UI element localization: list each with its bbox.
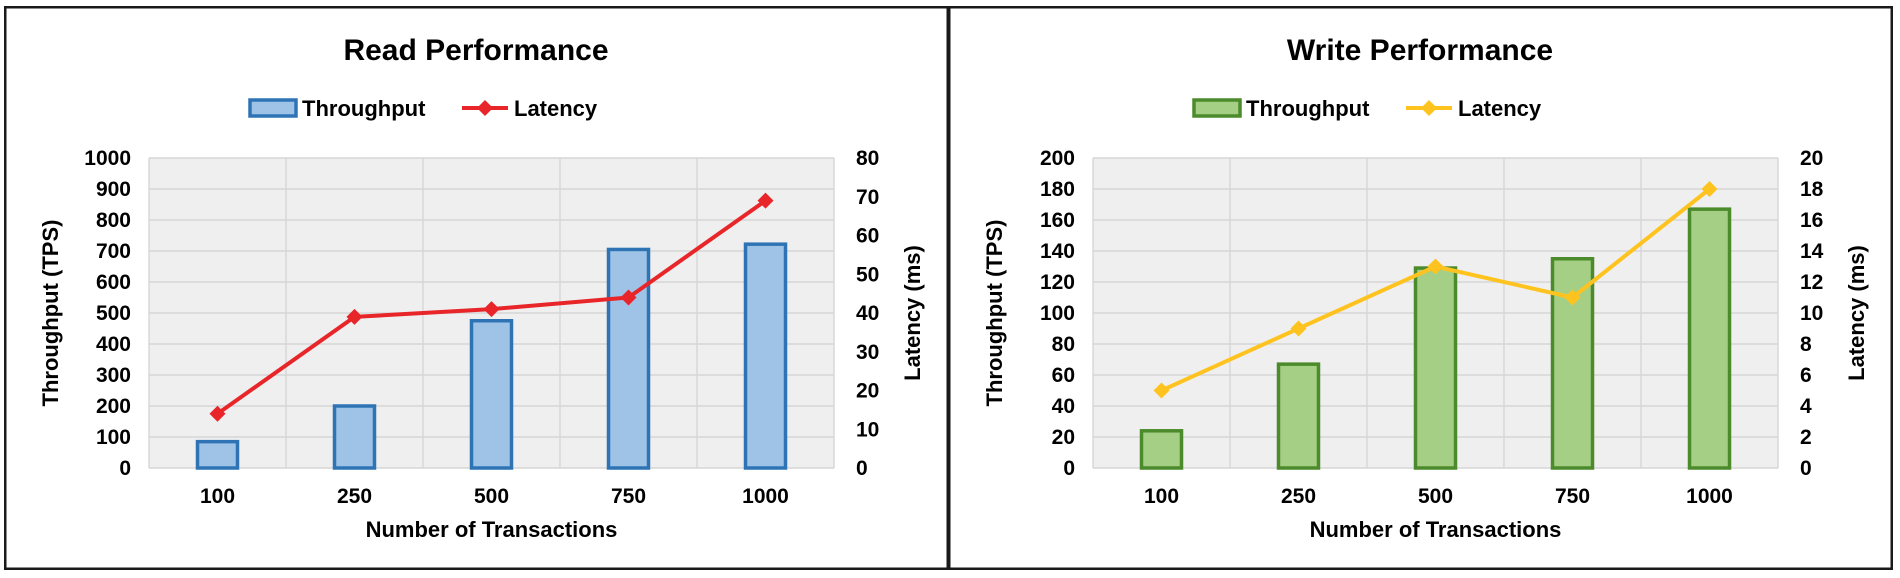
x-tick-label: 100 [200,485,235,508]
y2-tick-label: 6 [1800,364,1812,387]
y-tick-label: 180 [1040,178,1075,201]
latency-marker [1153,382,1170,399]
y2-tick-label: 4 [1800,395,1812,418]
y2-tick-label: 30 [856,341,879,364]
y-axis-label: Throughput (TPS) [982,220,1007,407]
legend: Throughput Latency [248,96,598,121]
y2-tick-label: 70 [856,186,879,209]
legend: Throughput Latency [1192,96,1542,121]
latency-marker [1427,258,1444,275]
y2-tick-label: 60 [856,225,879,248]
latency-marker [757,192,774,209]
latency-marker [1564,289,1581,306]
latency-marker [346,308,363,325]
throughput-bar [606,247,651,470]
x-axis-label: Number of Transactions [1310,517,1562,542]
y2-tick-label: 14 [1800,240,1824,263]
y2-tick-label: 0 [1800,457,1812,480]
y2-tick-label: 12 [1800,271,1823,294]
throughput-bar [1413,266,1458,470]
throughput-bar [195,439,240,470]
y-tick-label: 20 [1052,426,1075,449]
throughput-bar [1687,207,1732,470]
y-tick-label: 1000 [84,147,131,170]
y2-axis-label: Latency (ms) [900,245,925,381]
y-tick-label: 200 [96,395,131,418]
latency-marker [209,405,226,422]
y-tick-label: 100 [96,426,131,449]
y2-tick-label: 10 [1800,302,1823,325]
legend-throughput-label: Throughput [302,96,426,121]
x-tick-label: 1000 [742,485,789,508]
y-tick-label: 800 [96,209,131,232]
y2-tick-label: 80 [856,147,879,170]
x-axis-label: Number of Transactions [366,517,618,542]
y-tick-label: 100 [1040,302,1075,325]
y-tick-label: 200 [1040,147,1075,170]
read-performance-chart: 0 100 200 300 400 500 600 700 800 900 1000 0 10 20 30 4… [4,6,949,570]
y2-tick-label: 50 [856,263,879,286]
y2-tick-label: 8 [1800,333,1812,356]
x-tick-label: 250 [337,485,372,508]
y-tick-label: 300 [96,364,131,387]
legend-throughput-swatch [1192,98,1242,118]
read-performance-svg: 0 100 200 300 400 500 600 700 800 900 1000 0 10 20 30 4… [4,6,949,570]
y2-tick-label: 20 [1800,147,1823,170]
legend-latency-label: Latency [514,96,598,121]
throughput-bar [1139,429,1184,470]
y-tick-label: 700 [96,240,131,263]
latency-marker [620,289,637,306]
y2-tick-label: 40 [856,302,879,325]
y-tick-label: 0 [119,457,131,480]
y2-tick-label: 16 [1800,209,1823,232]
x-tick-label: 500 [1418,485,1453,508]
legend-latency-marker [477,100,493,116]
y-axis-label: Throughput (TPS) [38,220,63,407]
y2-tick-label: 20 [856,380,879,403]
x-tick-label: 750 [1555,485,1590,508]
write-performance-chart: 0 20 40 60 80 100 120 140 160 180 200 0 2 4 6 8 10 12 14 16… [948,6,1893,570]
chart-title: Write Performance [1287,34,1553,67]
legend-latency-label: Latency [1458,96,1542,121]
chart-title: Read Performance [343,34,608,67]
y-tick-label: 500 [96,302,131,325]
y-tick-label: 140 [1040,240,1075,263]
y2-tick-label: 0 [856,457,868,480]
legend-throughput-swatch [248,98,298,118]
y-tick-label: 0 [1063,457,1075,480]
y-tick-label: 80 [1052,333,1075,356]
y2-tick-label: 10 [856,418,879,441]
legend-throughput-label: Throughput [1246,96,1370,121]
y-tick-label: 40 [1052,395,1075,418]
throughput-bar [743,242,788,470]
x-tick-label: 750 [611,485,646,508]
x-tick-label: 250 [1281,485,1316,508]
latency-marker [1701,181,1718,197]
y2-axis-label: Latency (ms) [1844,245,1869,381]
y2-tick-label: 2 [1800,426,1812,449]
y-tick-label: 400 [96,333,131,356]
x-tick-label: 100 [1144,485,1179,508]
y-tick-label: 600 [96,271,131,294]
y-tick-label: 160 [1040,209,1075,232]
y-tick-label: 900 [96,178,131,201]
x-tick-label: 500 [474,485,509,508]
y2-tick-label: 18 [1800,178,1824,201]
y-tick-label: 60 [1052,364,1075,387]
latency-marker [483,301,500,318]
write-performance-svg: 0 20 40 60 80 100 120 140 160 180 200 0 2 4 6 8 10 12 14 16… [948,6,1893,570]
y-tick-label: 120 [1040,271,1075,294]
x-tick-label: 1000 [1686,485,1733,508]
latency-marker [1290,320,1307,337]
legend-latency-marker [1421,100,1437,116]
throughput-bar [1276,362,1321,470]
throughput-bar [332,404,377,470]
throughput-bar [469,319,514,470]
